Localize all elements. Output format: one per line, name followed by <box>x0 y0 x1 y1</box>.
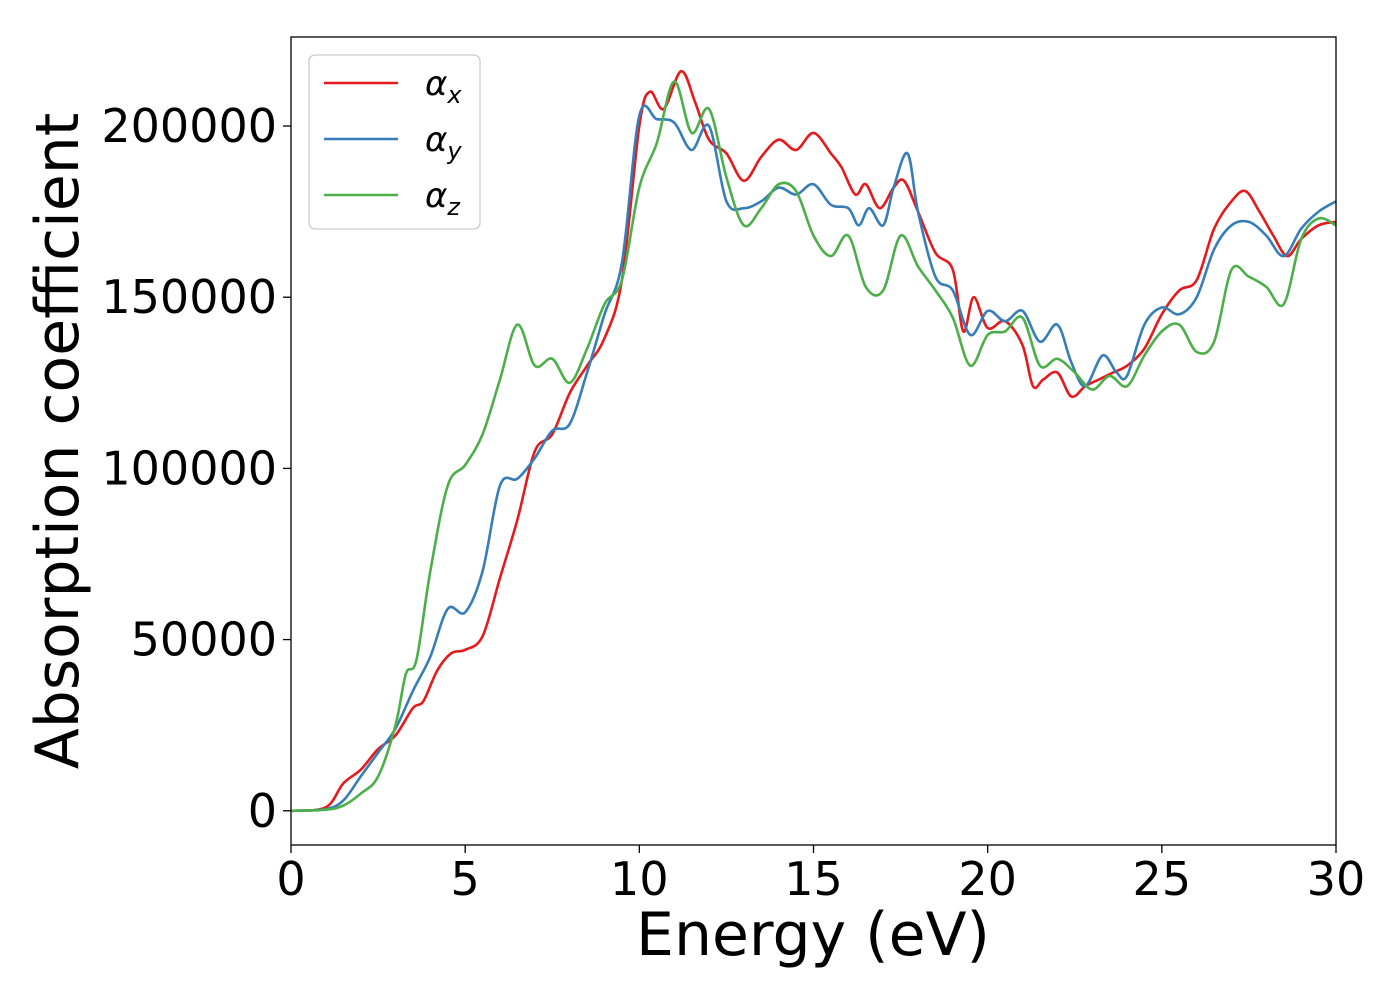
x-tick-label: 0 <box>276 852 305 906</box>
series-layer <box>290 69 1337 813</box>
y-tick-label: 0 <box>248 784 277 838</box>
x-tick-label: 15 <box>784 852 843 906</box>
y-tick-label: 150000 <box>101 270 277 324</box>
x-axis-label: Energy (eV) <box>636 900 990 970</box>
y-axis-label: Absorption coefficient <box>23 113 93 770</box>
axes-layer: 0 5 10 15 20 25 30 0 50000 100000 150000 200000 <box>101 99 1365 906</box>
x-tick-label: 20 <box>958 852 1017 906</box>
legend-entry-alpha-x: αx <box>425 64 462 109</box>
legend-subscript: x <box>446 81 462 109</box>
series-line-alpha-x <box>290 69 1337 813</box>
legend-subscript: y <box>446 137 462 165</box>
legend-subscript: z <box>446 193 461 221</box>
y-tick-label: 200000 <box>101 99 277 153</box>
x-tick-label: 25 <box>1133 852 1192 906</box>
series-line-alpha-z <box>290 80 1337 813</box>
series-line-alpha-y <box>290 104 1337 813</box>
y-tick-label: 100000 <box>101 441 277 495</box>
x-tick-label: 30 <box>1307 852 1366 906</box>
x-tick-label: 5 <box>451 852 480 906</box>
y-tick-label: 50000 <box>131 613 277 667</box>
x-tick-label: 10 <box>610 852 669 906</box>
legend-box <box>308 54 481 230</box>
